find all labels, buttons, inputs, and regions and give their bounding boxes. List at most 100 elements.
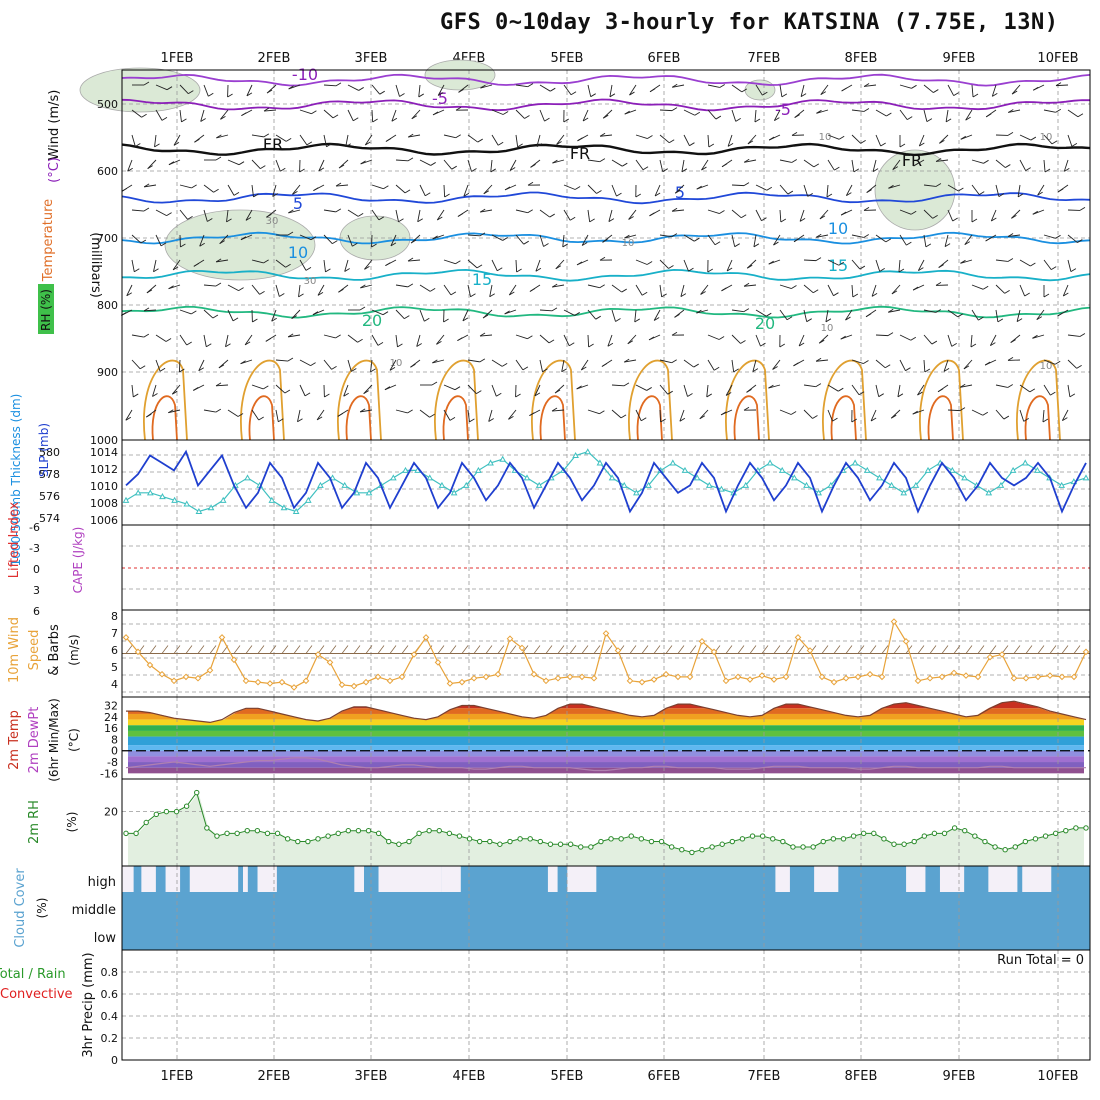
upper-wind-barb: [203, 309, 214, 319]
wind-speed-point: [170, 677, 178, 685]
wind-speed-point: [122, 634, 130, 641]
wind-speed-point: [962, 672, 970, 679]
thickness-point: [475, 466, 482, 473]
upper-wind-barb: [436, 209, 445, 221]
upper-wind-barb: [483, 184, 493, 195]
upper-wind-barb: [588, 343, 594, 348]
upper-wind-barb: [780, 218, 787, 223]
wind-speed-point: [518, 644, 526, 652]
upper-wind-barb: [726, 267, 733, 272]
upper-wind-barb: [880, 142, 886, 147]
upper-wind-barb: [215, 282, 222, 287]
upper-wind-barb: [887, 332, 894, 337]
thickness-point: [389, 474, 397, 481]
surface-wind-barb: [737, 645, 745, 654]
thickness-tick-label: 578: [39, 468, 60, 481]
rh2m-point: [810, 844, 816, 850]
upper-wind-barb: [731, 359, 735, 372]
thickness-point: [876, 474, 883, 481]
upper-wind-barb: [846, 192, 852, 196]
upper-wind-barb: [943, 359, 949, 372]
upper-wind-barb: [985, 113, 992, 118]
rh2m-point: [658, 838, 665, 845]
upper-wind-barb: [292, 184, 301, 195]
upper-wind-barb: [180, 243, 186, 248]
upper-wind-barb: [215, 258, 222, 263]
upper-wind-barb: [264, 109, 277, 112]
upper-wind-barb: [872, 159, 877, 172]
upper-wind-barb: [635, 159, 644, 170]
wind-speed-point: [434, 659, 442, 666]
upper-wind-barb: [556, 141, 562, 145]
upper-wind-barb: [803, 384, 816, 388]
upper-wind-barb: [838, 261, 845, 266]
upper-wind-barb: [672, 84, 685, 88]
upper-wind-barb: [244, 334, 253, 346]
upper-wind-barb: [622, 162, 628, 167]
upper-wind-barb: [146, 413, 152, 418]
upper-wind-barb: [845, 316, 851, 321]
upper-wind-barb: [611, 159, 623, 167]
wind-speed-point: [710, 648, 718, 656]
surface-wind-barb: [209, 645, 217, 654]
upper-wind-barb: [923, 334, 933, 345]
upper-wind-barb: [288, 209, 301, 214]
precip-total-axis-label: Total / Rain: [0, 967, 66, 982]
upper-wind-barb: [1017, 193, 1024, 198]
surface-wind-barb: [893, 645, 901, 654]
upper-wind-barb: [629, 91, 635, 96]
upper-wind-barb: [590, 93, 596, 98]
wind-speed-point: [218, 634, 226, 641]
thickness-point: [851, 459, 859, 466]
upper-wind-barb: [313, 187, 319, 192]
upper-wind-barb: [582, 109, 589, 122]
upper-wind-barb: [527, 83, 534, 88]
upper-wind-barb: [743, 308, 750, 313]
upper-wind-barb: [443, 134, 456, 139]
rh2m-point: [820, 838, 826, 845]
upper-wind-barb: [543, 243, 549, 247]
upper-wind-barb: [480, 334, 493, 337]
thickness-point: [803, 481, 810, 488]
upper-wind-barb: [324, 393, 330, 398]
upper-wind-barb: [681, 168, 688, 173]
upper-wind-barb: [871, 284, 877, 297]
upper-wind-barb: [740, 340, 746, 344]
upper-wind-barb: [497, 141, 504, 146]
rh-area: [128, 792, 1084, 866]
upper-wind-barb: [143, 333, 150, 338]
upper-wind-barb: [288, 334, 301, 338]
upper-wind-barb: [1008, 109, 1021, 113]
cloud-unit-label: (%): [35, 898, 49, 919]
rh2m-unit-label: (%): [65, 812, 79, 833]
upper-wind-barb: [1007, 233, 1014, 237]
thickness-point: [317, 481, 324, 488]
cloud-axis-label: Cloud Cover: [13, 868, 28, 948]
upper-wind-barb: [323, 84, 337, 87]
wind-speed-point: [554, 674, 562, 682]
high-cloud-gap: [441, 866, 461, 892]
upper-wind-barb: [131, 234, 142, 244]
upper-wind-barb: [1011, 209, 1021, 219]
upper-wind-barb: [959, 407, 966, 412]
upper-wind-barb: [418, 93, 424, 98]
thickness-point: [948, 466, 956, 473]
rh2m-point: [163, 808, 170, 815]
upper-wind-barb: [818, 339, 825, 344]
upper-wind-barb: [786, 316, 793, 321]
upper-wind-barb: [299, 259, 307, 271]
upper-wind-barb: [271, 317, 277, 322]
temp-color-band: [128, 725, 1084, 731]
rh2m-point: [638, 836, 645, 842]
upper-wind-barb: [477, 138, 483, 143]
upper-wind-barb: [683, 384, 688, 397]
upper-wind-barb: [680, 293, 687, 297]
rh2m-point: [689, 849, 695, 856]
upper-wind-barb: [661, 293, 667, 298]
upper-wind-barb: [735, 118, 741, 122]
upper-wind-barb: [611, 309, 616, 322]
upper-wind-barb: [563, 209, 571, 221]
thickness-point: [1009, 466, 1017, 473]
upper-wind-barb: [800, 93, 807, 98]
upper-wind-barb: [899, 143, 906, 148]
